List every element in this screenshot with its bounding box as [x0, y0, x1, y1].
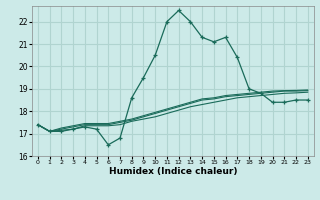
X-axis label: Humidex (Indice chaleur): Humidex (Indice chaleur)	[108, 167, 237, 176]
